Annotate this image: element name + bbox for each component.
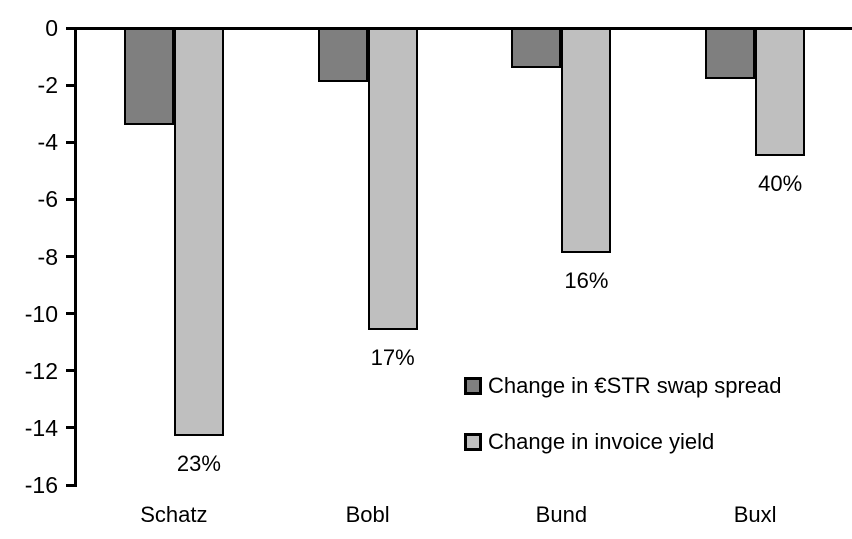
- y-tick-label: -10: [24, 300, 58, 327]
- bar-change-in-str-swap-spread-schatz: [123, 28, 174, 125]
- x-axis-label-buxl: Buxl: [733, 502, 777, 527]
- legend-item-invoice-yield: Change in invoice yield: [464, 429, 782, 455]
- legend-swatch-swap-spread: [464, 377, 482, 395]
- bar-value-label-buxl: 40%: [758, 170, 803, 196]
- y-tick-label: -16: [24, 472, 58, 498]
- y-axis-tick: [66, 26, 77, 30]
- legend-label-swap-spread: Change in €STR swap spread: [488, 373, 782, 398]
- bar-change-in-invoice-yield-buxl: [755, 28, 806, 157]
- y-tick-label: -2: [37, 72, 58, 99]
- y-tick-label: -12: [24, 357, 58, 384]
- bar-change-in-invoice-yield-bobl: [367, 28, 418, 331]
- bar-change-in-invoice-yield-bund: [561, 28, 612, 254]
- y-axis-tick: [66, 312, 77, 316]
- bar-value-label-bobl: 17%: [370, 344, 415, 370]
- bar-change-in-str-swap-spread-bobl: [317, 28, 368, 82]
- x-axis-zero-line: [66, 26, 852, 30]
- x-axis-label-bobl: Bobl: [345, 502, 390, 527]
- y-axis-tick: [66, 83, 77, 87]
- y-axis-tick: [66, 197, 77, 201]
- y-tick-label: -4: [37, 129, 58, 156]
- bar-change-in-str-swap-spread-buxl: [705, 28, 756, 80]
- legend-swatch-invoice-yield: [464, 433, 482, 451]
- bar-value-label-bund: 16%: [564, 267, 609, 293]
- y-tick-label: -14: [24, 414, 58, 441]
- bar-change-in-str-swap-spread-bund: [511, 28, 562, 68]
- legend-label-invoice-yield: Change in invoice yield: [488, 429, 715, 454]
- x-axis-label-schatz: Schatz: [140, 502, 208, 527]
- legend-item-swap-spread: Change in €STR swap spread: [464, 373, 782, 399]
- y-tick-label: -6: [37, 186, 58, 213]
- y-tick-label: -8: [37, 243, 58, 270]
- y-axis-tick: [66, 255, 77, 258]
- y-tick-label: 0: [45, 15, 58, 41]
- y-axis-tick: [66, 140, 77, 144]
- bar-value-label-schatz: 23%: [176, 450, 221, 476]
- y-axis-tick: [66, 369, 77, 373]
- y-axis-tick: [66, 426, 77, 430]
- x-axis-label-bund: Bund: [535, 502, 588, 527]
- legend: Change in €STR swap spread Change in inv…: [464, 373, 782, 485]
- y-axis-tick: [66, 483, 77, 487]
- bar-change-in-invoice-yield-schatz: [173, 28, 224, 437]
